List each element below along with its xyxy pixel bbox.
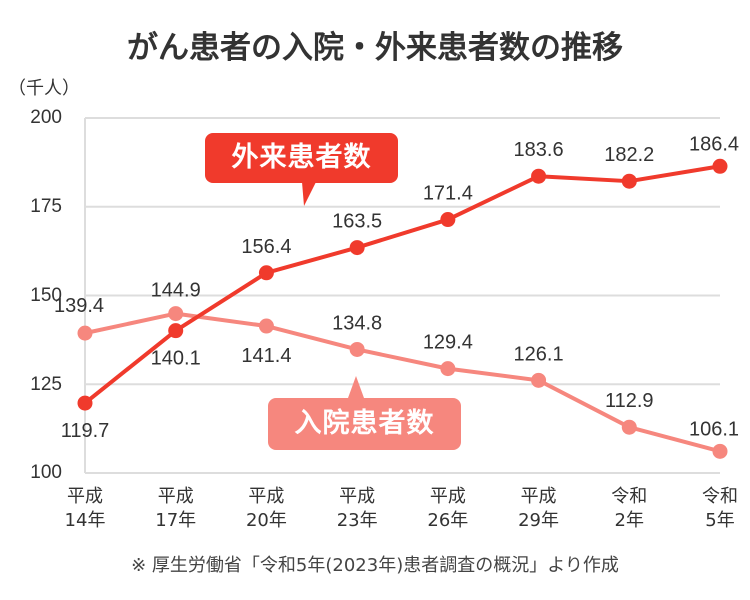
y-tick-175: 175	[30, 196, 62, 217]
data-point	[168, 306, 184, 322]
inpatient-line	[84, 311, 721, 454]
x-tick-label: 令和 5年	[685, 485, 750, 533]
data-point	[349, 240, 365, 256]
inpatient-value-label: 144.9	[151, 280, 201, 302]
y-tick-150: 150	[30, 285, 62, 306]
x-tick-year: 2年	[614, 510, 644, 531]
inpatient-callout-label: 入院患者数	[294, 408, 435, 439]
outpatient-value-label: 156.4	[241, 236, 291, 258]
data-point	[440, 212, 456, 228]
inpatient-callout: 入院患者数	[268, 376, 461, 450]
data-point	[712, 158, 728, 174]
data-point	[77, 395, 93, 411]
x-tick-year: 5年	[705, 510, 735, 531]
outpatient-line	[83, 164, 721, 405]
inpatient-value-label: 106.1	[689, 418, 739, 440]
data-point	[621, 173, 637, 189]
inpatient-value-label: 139.4	[54, 295, 104, 317]
y-tick-200: 200	[30, 107, 62, 128]
x-tick-year: 29年	[518, 510, 560, 531]
x-tick-era: 平成	[339, 486, 376, 507]
x-tick-year: 26年	[427, 510, 469, 531]
x-tick-year: 23年	[336, 510, 378, 531]
series-lines	[77, 158, 728, 459]
data-point	[621, 419, 637, 435]
gridlines	[84, 117, 720, 474]
outpatient-value-label: 171.4	[423, 183, 473, 205]
outpatient-callout-tail	[302, 182, 316, 206]
x-tick-era: 令和	[611, 486, 648, 507]
x-tick-era: 平成	[429, 486, 466, 507]
x-tick-label: 平成 14年	[50, 485, 120, 533]
inpatient-value-label: 126.1	[514, 343, 564, 365]
x-tick-era: 平成	[157, 486, 194, 507]
outpatient-value-label: 183.6	[514, 139, 564, 161]
inpatient-value-label: 112.9	[605, 390, 654, 412]
data-point	[440, 361, 456, 377]
outpatient-value-label: 119.7	[61, 420, 110, 442]
source-note: ※ 厚生労働省「令和5年(2023年)患者調査の概況」より作成	[131, 555, 619, 576]
y-axis-unit-label: （千人）	[8, 78, 80, 99]
y-tick-100: 100	[30, 462, 62, 483]
outpatient-value-label: 140.1	[151, 348, 201, 370]
outpatient-value-label: 163.5	[332, 211, 382, 233]
data-point	[712, 443, 728, 459]
data-point	[258, 265, 274, 281]
x-tick-era: 平成	[67, 486, 103, 507]
x-tick-label: 平成 23年	[322, 485, 392, 533]
outpatient-callout: 外来患者数	[205, 133, 398, 206]
chart-title: がん患者の入院・外来患者数の推移	[127, 30, 623, 66]
x-tick-era: 令和	[702, 486, 738, 507]
x-tick-label: 平成 29年	[504, 485, 574, 533]
data-point	[349, 341, 365, 357]
data-labels: 119.7 140.1 156.4 163.5 171.4 183.6 182.2 186.4…	[54, 133, 739, 442]
data-point	[258, 318, 274, 334]
data-point	[531, 168, 547, 184]
inpatient-value-label: 129.4	[423, 332, 473, 354]
inpatient-value-label: 141.4	[241, 345, 291, 367]
x-tick-year: 20年	[245, 510, 287, 531]
x-tick-year: 17年	[155, 510, 197, 531]
data-point	[77, 325, 93, 341]
inpatient-callout-tail	[348, 376, 364, 398]
outpatient-callout-label: 外来患者数	[231, 142, 372, 173]
x-tick-label: 平成 26年	[413, 485, 483, 533]
x-tick-label: 令和 2年	[594, 485, 664, 533]
x-tick-era: 平成	[520, 486, 557, 507]
x-tick-year: 14年	[64, 510, 106, 531]
x-tick-era: 平成	[248, 486, 285, 507]
outpatient-value-label: 186.4	[689, 133, 739, 155]
data-point	[531, 372, 547, 388]
x-tick-label: 平成 17年	[141, 485, 211, 533]
data-point	[168, 323, 184, 339]
y-tick-125: 125	[30, 374, 62, 395]
inpatient-value-label: 134.8	[332, 312, 382, 334]
outpatient-value-label: 182.2	[604, 144, 654, 166]
x-tick-label: 平成 20年	[231, 485, 301, 533]
